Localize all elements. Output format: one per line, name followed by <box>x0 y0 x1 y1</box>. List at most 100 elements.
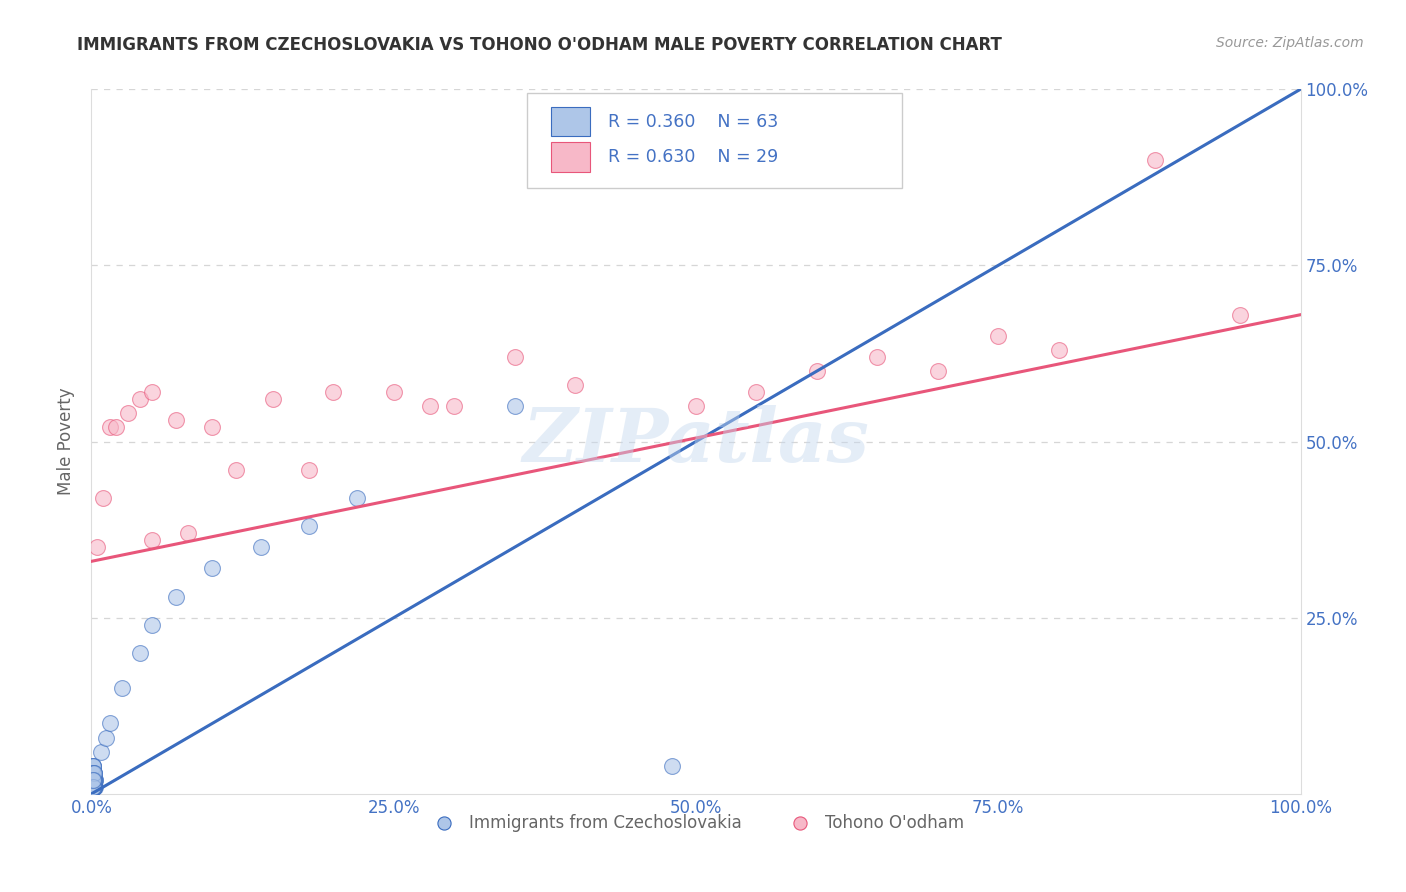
Point <box>82 780 104 794</box>
Point <box>83 765 105 780</box>
Point <box>82 765 104 780</box>
Point <box>83 780 105 794</box>
Point <box>503 350 526 364</box>
Point <box>443 399 465 413</box>
Point <box>82 772 104 787</box>
Point <box>82 772 104 787</box>
FancyBboxPatch shape <box>527 93 901 188</box>
Point <box>201 561 224 575</box>
Point <box>1047 343 1070 357</box>
Point <box>83 765 105 780</box>
Point <box>82 780 104 794</box>
Point <box>201 420 224 434</box>
Point <box>128 392 150 407</box>
Point <box>82 780 104 794</box>
Point <box>84 772 107 787</box>
Point <box>225 463 247 477</box>
Point <box>141 385 163 400</box>
Text: IMMIGRANTS FROM CZECHOSLOVAKIA VS TOHONO O'ODHAM MALE POVERTY CORRELATION CHART: IMMIGRANTS FROM CZECHOSLOVAKIA VS TOHONO… <box>77 36 1002 54</box>
Point <box>84 772 107 787</box>
Point <box>83 772 105 787</box>
Point <box>82 780 104 794</box>
Point <box>82 765 104 780</box>
Point <box>866 350 889 364</box>
Point <box>117 406 139 420</box>
Point <box>82 780 104 794</box>
Point <box>83 780 105 794</box>
Text: ZIPatlas: ZIPatlas <box>523 405 869 478</box>
Point <box>82 780 104 794</box>
Point <box>346 491 368 505</box>
Point <box>104 420 127 434</box>
Point <box>141 533 163 548</box>
Point <box>83 772 105 787</box>
Point <box>83 780 105 794</box>
Point <box>82 780 104 794</box>
Point <box>82 780 104 794</box>
Point <box>82 772 104 787</box>
Point <box>83 772 105 787</box>
Text: R = 0.360    N = 63: R = 0.360 N = 63 <box>607 112 778 130</box>
Point <box>82 772 104 787</box>
Point <box>82 765 104 780</box>
Point <box>745 385 768 400</box>
Point <box>249 541 271 555</box>
Point <box>165 413 187 427</box>
Point <box>86 541 108 555</box>
Point <box>661 758 683 772</box>
Point <box>98 716 121 731</box>
Point <box>927 364 949 378</box>
Point <box>94 731 117 745</box>
Point <box>98 420 121 434</box>
Point <box>82 765 104 780</box>
Point <box>82 758 104 772</box>
Point <box>82 772 104 787</box>
Point <box>298 463 321 477</box>
Y-axis label: Male Poverty: Male Poverty <box>58 388 76 495</box>
Point <box>503 399 526 413</box>
Point <box>82 780 104 794</box>
Point <box>82 780 104 794</box>
Point <box>83 772 105 787</box>
Point <box>1229 308 1251 322</box>
Point <box>82 765 104 780</box>
Point <box>93 491 115 505</box>
Point <box>806 364 828 378</box>
Point <box>82 772 104 787</box>
Point <box>82 765 104 780</box>
Point <box>82 772 104 787</box>
Point <box>82 780 104 794</box>
Point <box>987 328 1010 343</box>
Point <box>83 780 105 794</box>
Point <box>128 646 150 660</box>
Point <box>84 780 107 794</box>
Point <box>1144 153 1167 167</box>
Point <box>82 772 104 787</box>
Point <box>82 758 104 772</box>
Point <box>564 378 586 392</box>
Point <box>83 780 105 794</box>
Point <box>298 519 321 533</box>
Point <box>165 590 187 604</box>
Point <box>262 392 284 407</box>
Point <box>82 765 104 780</box>
Point <box>382 385 405 400</box>
Point <box>141 617 163 632</box>
Point <box>82 765 104 780</box>
Point <box>322 385 344 400</box>
Point <box>82 772 104 787</box>
Point <box>83 772 105 787</box>
Point <box>90 745 112 759</box>
Legend: Immigrants from Czechoslovakia, Tohono O'odham: Immigrants from Czechoslovakia, Tohono O… <box>420 807 972 838</box>
Point <box>82 758 104 772</box>
Point <box>111 681 132 696</box>
Point <box>83 772 105 787</box>
Point <box>419 399 441 413</box>
Text: Source: ZipAtlas.com: Source: ZipAtlas.com <box>1216 36 1364 50</box>
FancyBboxPatch shape <box>551 142 589 171</box>
FancyBboxPatch shape <box>551 107 589 136</box>
Point <box>83 780 105 794</box>
Point <box>685 399 707 413</box>
Point <box>177 526 200 541</box>
Text: R = 0.630    N = 29: R = 0.630 N = 29 <box>607 148 778 166</box>
